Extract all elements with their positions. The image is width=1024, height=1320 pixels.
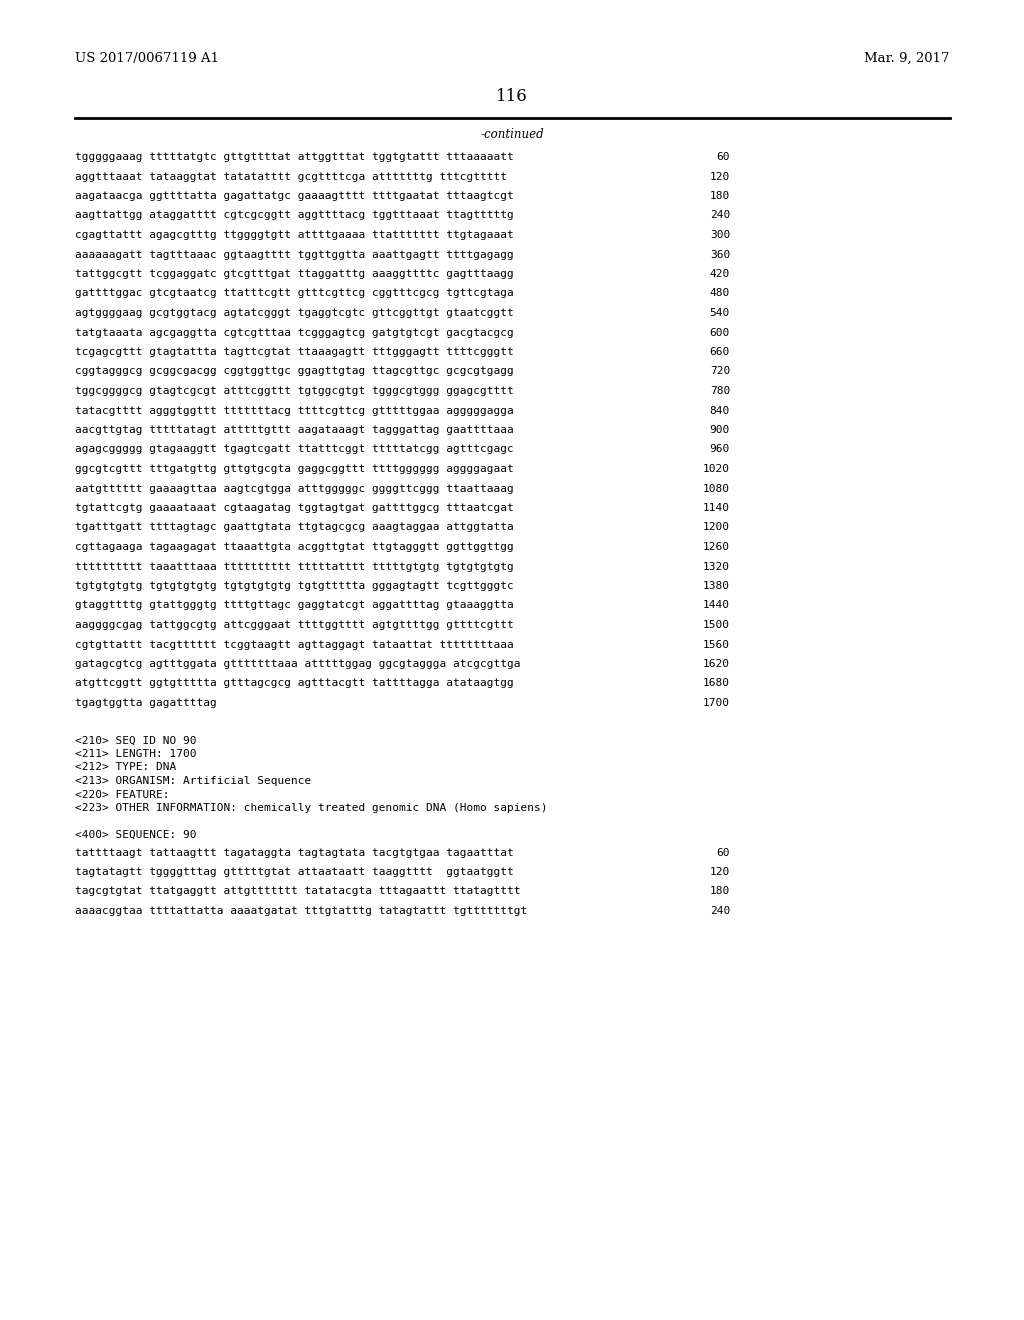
Text: tgatttgatt ttttagtagc gaattgtata ttgtagcgcg aaagtaggaa attggtatta: tgatttgatt ttttagtagc gaattgtata ttgtagc…: [75, 523, 514, 532]
Text: 120: 120: [710, 172, 730, 181]
Text: <220> FEATURE:: <220> FEATURE:: [75, 789, 170, 800]
Text: tttttttttt taaatttaaa tttttttttt tttttatttt tttttgtgtg tgtgtgtgtg: tttttttttt taaatttaaa tttttttttt tttttat…: [75, 561, 514, 572]
Text: 300: 300: [710, 230, 730, 240]
Text: 1320: 1320: [703, 561, 730, 572]
Text: 1500: 1500: [703, 620, 730, 630]
Text: aaggggcgag tattggcgtg attcgggaat ttttggtttt agtgttttgg gttttcgttt: aaggggcgag tattggcgtg attcgggaat ttttggt…: [75, 620, 514, 630]
Text: 120: 120: [710, 867, 730, 876]
Text: 900: 900: [710, 425, 730, 436]
Text: 1560: 1560: [703, 639, 730, 649]
Text: ggcgtcgttt tttgatgttg gttgtgcgta gaggcggttt ttttgggggg aggggagaat: ggcgtcgttt tttgatgttg gttgtgcgta gaggcgg…: [75, 465, 514, 474]
Text: Mar. 9, 2017: Mar. 9, 2017: [864, 51, 950, 65]
Text: 540: 540: [710, 308, 730, 318]
Text: <400> SEQUENCE: 90: <400> SEQUENCE: 90: [75, 830, 197, 840]
Text: agagcggggg gtagaaggtt tgagtcgatt ttatttcggt tttttatcgg agtttcgagc: agagcggggg gtagaaggtt tgagtcgatt ttatttc…: [75, 445, 514, 454]
Text: 1200: 1200: [703, 523, 730, 532]
Text: 60: 60: [717, 847, 730, 858]
Text: 180: 180: [710, 191, 730, 201]
Text: aggtttaaat tataaggtat tatatatttt gcgttttcga atttttttg tttcgttttt: aggtttaaat tataaggtat tatatatttt gcgtttt…: [75, 172, 507, 181]
Text: tgtattcgtg gaaaataaat cgtaagatag tggtagtgat gattttggcg tttaatcgat: tgtattcgtg gaaaataaat cgtaagatag tggtagt…: [75, 503, 514, 513]
Text: 60: 60: [717, 152, 730, 162]
Text: gatagcgtcg agtttggata gtttttttaaa atttttggag ggcgtaggga atcgcgttga: gatagcgtcg agtttggata gtttttttaaa attttt…: [75, 659, 520, 669]
Text: cgttagaaga tagaagagat ttaaattgta acggttgtat ttgtagggtt ggttggttgg: cgttagaaga tagaagagat ttaaattgta acggttg…: [75, 543, 514, 552]
Text: 1620: 1620: [703, 659, 730, 669]
Text: 480: 480: [710, 289, 730, 298]
Text: 420: 420: [710, 269, 730, 279]
Text: tatgtaaata agcgaggtta cgtcgtttaa tcgggagtcg gatgtgtcgt gacgtacgcg: tatgtaaata agcgaggtta cgtcgtttaa tcgggag…: [75, 327, 514, 338]
Text: agtggggaag gcgtggtacg agtatcgggt tgaggtcgtc gttcggttgt gtaatcggtt: agtggggaag gcgtggtacg agtatcgggt tgaggtc…: [75, 308, 514, 318]
Text: 1020: 1020: [703, 465, 730, 474]
Text: tcgagcgttt gtagtattta tagttcgtat ttaaagagtt tttgggagtt ttttcgggtt: tcgagcgttt gtagtattta tagttcgtat ttaaaga…: [75, 347, 514, 356]
Text: 1380: 1380: [703, 581, 730, 591]
Text: cggtagggcg gcggcgacgg cggtggttgc ggagttgtag ttagcgttgc gcgcgtgagg: cggtagggcg gcggcgacgg cggtggttgc ggagttg…: [75, 367, 514, 376]
Text: tgggggaaag tttttatgtc gttgttttat attggtttat tggtgtattt tttaaaaatt: tgggggaaag tttttatgtc gttgttttat attggtt…: [75, 152, 514, 162]
Text: tggcggggcg gtagtcgcgt atttcggttt tgtggcgtgt tgggcgtggg ggagcgtttt: tggcggggcg gtagtcgcgt atttcggttt tgtggcg…: [75, 385, 514, 396]
Text: gattttggac gtcgtaatcg ttatttcgtt gtttcgttcg cggtttcgcg tgttcgtaga: gattttggac gtcgtaatcg ttatttcgtt gtttcgt…: [75, 289, 514, 298]
Text: gtaggttttg gtattgggtg ttttgttagc gaggtatcgt aggattttag gtaaaggtta: gtaggttttg gtattgggtg ttttgttagc gaggtat…: [75, 601, 514, 610]
Text: 116: 116: [496, 88, 528, 106]
Text: 360: 360: [710, 249, 730, 260]
Text: <213> ORGANISM: Artificial Sequence: <213> ORGANISM: Artificial Sequence: [75, 776, 311, 785]
Text: 1700: 1700: [703, 698, 730, 708]
Text: <223> OTHER INFORMATION: chemically treated genomic DNA (Homo sapiens): <223> OTHER INFORMATION: chemically trea…: [75, 803, 548, 813]
Text: 600: 600: [710, 327, 730, 338]
Text: tagcgtgtat ttatgaggtt attgttttttt tatatacgta tttagaattt ttatagtttt: tagcgtgtat ttatgaggtt attgttttttt tatata…: [75, 887, 520, 896]
Text: aagataacga ggttttatta gagattatgc gaaaagtttt ttttgaatat tttaagtcgt: aagataacga ggttttatta gagattatgc gaaaagt…: [75, 191, 514, 201]
Text: tagtatagtt tggggtttag gtttttgtat attaataatt taaggtttt  ggtaatggtt: tagtatagtt tggggtttag gtttttgtat attaata…: [75, 867, 514, 876]
Text: tgagtggtta gagattttag: tgagtggtta gagattttag: [75, 698, 217, 708]
Text: aacgttgtag tttttatagt atttttgttt aagataaagt tagggattag gaattttaaa: aacgttgtag tttttatagt atttttgttt aagataa…: [75, 425, 514, 436]
Text: 960: 960: [710, 445, 730, 454]
Text: 1680: 1680: [703, 678, 730, 689]
Text: 840: 840: [710, 405, 730, 416]
Text: aatgtttttt gaaaagttaa aagtcgtgga atttgggggc ggggttcggg ttaattaaag: aatgtttttt gaaaagttaa aagtcgtgga atttggg…: [75, 483, 514, 494]
Text: tatacgtttt agggtggttt tttttttacg ttttcgttcg gtttttggaa agggggagga: tatacgtttt agggtggttt tttttttacg ttttcgt…: [75, 405, 514, 416]
Text: 1080: 1080: [703, 483, 730, 494]
Text: 720: 720: [710, 367, 730, 376]
Text: 240: 240: [710, 210, 730, 220]
Text: 1260: 1260: [703, 543, 730, 552]
Text: -continued: -continued: [480, 128, 544, 141]
Text: tgtgtgtgtg tgtgtgtgtg tgtgtgtgtg tgtgttttta gggagtagtt tcgttgggtc: tgtgtgtgtg tgtgtgtgtg tgtgtgtgtg tgtgttt…: [75, 581, 514, 591]
Text: 180: 180: [710, 887, 730, 896]
Text: US 2017/0067119 A1: US 2017/0067119 A1: [75, 51, 219, 65]
Text: 240: 240: [710, 906, 730, 916]
Text: <212> TYPE: DNA: <212> TYPE: DNA: [75, 763, 176, 772]
Text: 1440: 1440: [703, 601, 730, 610]
Text: <211> LENGTH: 1700: <211> LENGTH: 1700: [75, 748, 197, 759]
Text: 1140: 1140: [703, 503, 730, 513]
Text: cgtgttattt tacgtttttt tcggtaagtt agttaggagt tataattat ttttttttaaa: cgtgttattt tacgtttttt tcggtaagtt agttagg…: [75, 639, 514, 649]
Text: tattggcgtt tcggaggatc gtcgtttgat ttaggatttg aaaggttttc gagtttaagg: tattggcgtt tcggaggatc gtcgtttgat ttaggat…: [75, 269, 514, 279]
Text: aagttattgg ataggatttt cgtcgcggtt aggttttacg tggtttaaat ttagtttttg: aagttattgg ataggatttt cgtcgcggtt aggtttt…: [75, 210, 514, 220]
Text: tattttaagt tattaagttt tagataggta tagtagtata tacgtgtgaa tagaatttat: tattttaagt tattaagttt tagataggta tagtagt…: [75, 847, 514, 858]
Text: aaaacggtaa ttttattatta aaaatgatat tttgtatttg tatagtattt tgtttttttgt: aaaacggtaa ttttattatta aaaatgatat tttgta…: [75, 906, 527, 916]
Text: aaaaaagatt tagtttaaac ggtaagtttt tggttggtta aaattgagtt ttttgagagg: aaaaaagatt tagtttaaac ggtaagtttt tggttgg…: [75, 249, 514, 260]
Text: 660: 660: [710, 347, 730, 356]
Text: 780: 780: [710, 385, 730, 396]
Text: atgttcggtt ggtgttttta gtttagcgcg agtttacgtt tattttagga atataagtgg: atgttcggtt ggtgttttta gtttagcgcg agtttac…: [75, 678, 514, 689]
Text: cgagttattt agagcgtttg ttggggtgtt attttgaaaa ttattttttt ttgtagaaat: cgagttattt agagcgtttg ttggggtgtt attttga…: [75, 230, 514, 240]
Text: <210> SEQ ID NO 90: <210> SEQ ID NO 90: [75, 735, 197, 746]
